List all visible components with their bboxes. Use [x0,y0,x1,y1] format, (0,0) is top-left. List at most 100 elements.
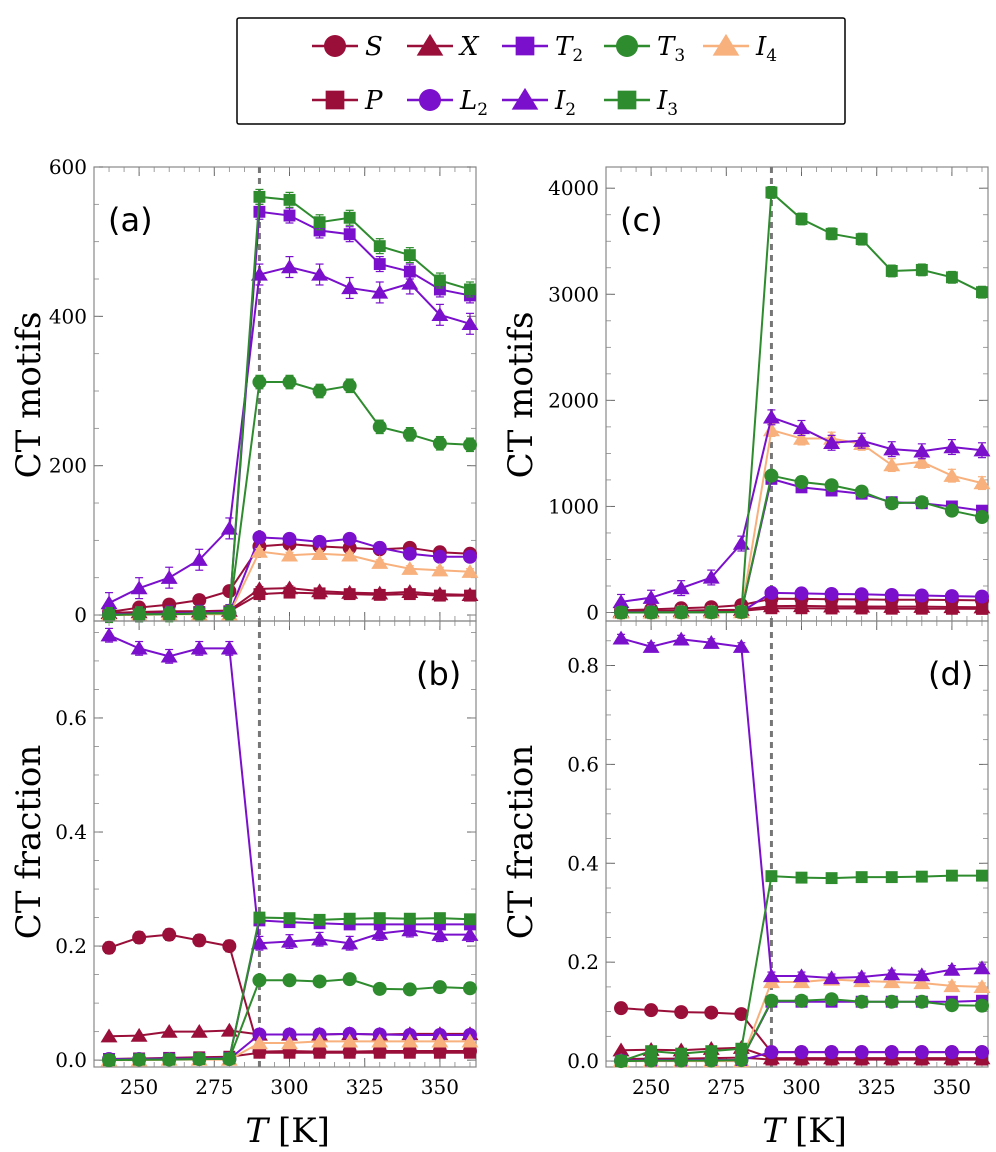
data-point-T2 [373,258,386,271]
data-point-T3 [252,375,267,390]
data-point-I3 [464,283,476,296]
data-point-I3 [645,606,658,619]
data-point-I2 [642,639,660,653]
data-point-I3 [615,606,627,619]
data-point-I2 [973,960,991,975]
y-tick-label: 0.0 [55,1048,87,1072]
data-point-I3 [223,1052,236,1065]
data-point-I2 [431,307,449,322]
legend-label-sub: 2 [477,100,488,120]
legend-label-X: X [458,32,480,62]
data-point-I2 [612,594,630,609]
data-point-X [250,581,268,596]
data-point-L2 [764,585,779,600]
y-tick-label: 0.4 [567,851,599,875]
data-point-T3 [944,503,959,518]
data-point-X [311,583,329,598]
data-point-L2 [944,1045,959,1060]
data-point-L2 [824,1045,839,1060]
data-point-I4 [341,1033,359,1048]
data-point-I3 [675,606,688,619]
data-point-T2 [343,228,356,241]
data-point-I3 [433,274,446,287]
data-point-L2 [974,1045,989,1060]
data-point-T2 [433,283,446,296]
y-tick-label: 0.8 [567,654,599,678]
data-point-S [192,593,207,608]
data-point-I3 [735,1042,748,1055]
data-point-S [222,939,237,954]
data-point-I2 [823,435,841,449]
data-point-I3 [343,211,356,224]
data-point-I2 [220,640,238,655]
data-point-I2 [250,935,268,950]
data-point-I3 [253,911,266,924]
data-point-I3 [103,1054,115,1067]
data-point-S [342,1044,357,1059]
data-point-I4 [883,974,901,989]
data-point-I2 [853,969,871,984]
data-point-X [160,1023,178,1038]
data-point-I2 [341,280,359,295]
data-point-S [462,1044,477,1059]
data-point-I3 [976,286,988,299]
legend-label-S: S [365,32,383,62]
y-tick-label: 2000 [548,388,599,412]
data-point-X [371,585,389,600]
data-point-S [312,1044,327,1059]
legend-item-P: P [312,86,383,116]
legend-label-P: P [364,86,383,116]
data-point-I4 [371,555,389,569]
x-tick-label: 325 [858,1075,896,1099]
series-I2 [612,630,991,985]
x-tick-label: 300 [270,1075,308,1099]
y-tick-label: 200 [49,454,87,478]
data-point-T3 [342,378,357,393]
data-point-T3 [402,982,417,997]
data-point-I3 [945,271,958,284]
data-point-L2 [432,549,447,564]
data-point-I2 [371,284,389,299]
data-point-I2 [762,968,780,983]
data-point-I2 [702,635,720,649]
data-point-I3 [885,265,898,277]
data-point-T3 [372,981,387,996]
data-point-I2 [672,580,690,595]
data-point-I2 [973,442,991,457]
legend-label-sub: 3 [674,46,685,66]
data-point-I2 [853,432,871,447]
data-point-I4 [281,1035,298,1050]
panel-label: (b) [416,655,461,693]
data-point-I4 [913,975,931,990]
data-point-I3 [343,912,356,925]
series-I2 [100,256,479,615]
x-axis-label-left: T [K] [245,1111,330,1151]
data-point-L2 [914,588,929,603]
x-tick-label: 275 [707,1075,745,1099]
panel-d: 0.0 0.2 0.4 0.6 0.8 250 275 300 325 350 (d) [567,620,991,1099]
data-point-I2 [793,420,810,435]
data-point-I2 [461,926,479,941]
y-tick-label: 0 [74,603,87,627]
data-point-I3 [193,1053,206,1065]
data-point-I2 [943,439,961,454]
legend-marker-square [515,36,535,56]
data-point-I3 [765,186,778,199]
data-point-L2 [282,531,297,546]
data-point-T3 [734,1053,749,1068]
data-point-X [100,1028,118,1043]
data-point-T3 [342,972,357,987]
data-point-X [341,584,359,599]
legend-marker-circle [419,89,441,111]
x-axis-unit: [K] [278,1111,330,1151]
data-point-I2 [913,443,931,458]
data-point-I2 [943,961,961,976]
data-point-I3 [403,912,416,925]
data-point-I3 [945,869,958,882]
data-point-I4 [943,978,961,993]
data-point-T3 [854,994,869,1009]
y-tick-label: 0.6 [55,706,87,730]
x-tick-label: 275 [195,1075,233,1099]
y-axis-label-top-left: CT motifs [9,312,49,479]
data-point-I4 [311,546,329,560]
